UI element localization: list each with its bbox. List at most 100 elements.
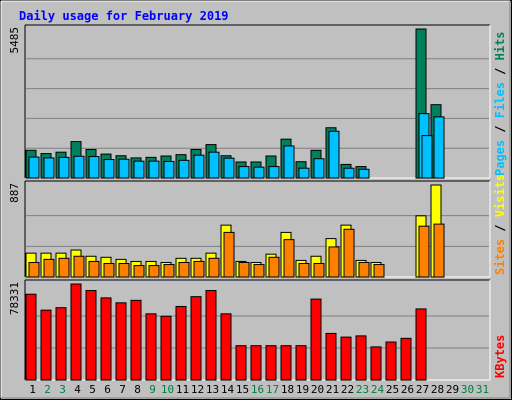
bar-files-day-16 <box>253 166 265 179</box>
bar-kbytes-day-6 <box>100 297 112 381</box>
day-label-22: 22 <box>341 383 354 396</box>
bar-sites-day-10 <box>163 264 175 278</box>
bar-sites-day-21 <box>328 246 340 278</box>
bar-kbytes-day-13 <box>205 290 217 381</box>
bar-files-day-18 <box>283 145 295 179</box>
bar-kbytes-day-5 <box>85 290 97 381</box>
legend-separator: / <box>493 217 507 239</box>
day-label-14: 14 <box>221 383 235 396</box>
day-label-31: 31 <box>476 383 489 396</box>
legend-entry-pages: Pages <box>493 140 507 176</box>
bar-kbytes-day-14 <box>220 313 232 381</box>
bar-sites-day-12 <box>193 260 205 278</box>
bar-files-day-8 <box>133 160 145 179</box>
panel-kbytes: 78331 KBytes <box>8 279 507 381</box>
day-label-23: 23 <box>356 383 369 396</box>
bar-sites-day-19 <box>298 263 310 278</box>
bar-sites-day-23 <box>358 261 370 278</box>
bar-files-day-15 <box>238 166 250 179</box>
bar-sites-day-24 <box>373 264 385 278</box>
day-label-1: 1 <box>29 383 36 396</box>
day-label-12: 12 <box>191 383 204 396</box>
legend-visits_sites: Sites / Visits <box>493 174 507 275</box>
bar-sites-day-22 <box>343 228 355 278</box>
bar-kbytes-day-4 <box>70 283 82 381</box>
day-label-3: 3 <box>59 383 66 396</box>
bar-kbytes-day-25 <box>385 341 397 381</box>
bar-kbytes-day-15 <box>235 345 247 381</box>
panel-bg <box>25 25 490 178</box>
bar-kbytes-day-18 <box>280 345 292 381</box>
bar-sites-day-18 <box>283 239 295 278</box>
bar-files-day-3 <box>58 156 70 179</box>
day-label-6: 6 <box>104 383 111 396</box>
bar-files-day-1 <box>28 156 40 179</box>
day-label-27: 27 <box>416 383 429 396</box>
ymax-label: 887 <box>8 183 21 203</box>
bar-sites-day-4 <box>73 255 85 278</box>
bar-sites-day-27 <box>418 225 430 278</box>
bar-sites-day-2 <box>43 258 55 278</box>
bar-sites-day-5 <box>88 260 100 278</box>
bar-files-day-14 <box>223 157 235 179</box>
bar-kbytes-day-10 <box>160 315 172 381</box>
bar-kbytes-day-1 <box>25 293 37 381</box>
day-label-21: 21 <box>326 383 339 396</box>
bar-files-day-17 <box>268 166 280 179</box>
bar-kbytes-day-23 <box>355 335 367 381</box>
ymax-label: 5485 <box>8 27 21 54</box>
bar-sites-day-13 <box>208 257 220 278</box>
legend-separator: / <box>493 118 507 140</box>
bar-files-day-12 <box>193 154 205 179</box>
bar-sites-day-20 <box>313 263 325 278</box>
bar-pages-day-27 <box>421 135 433 179</box>
bar-sites-day-9 <box>148 265 160 278</box>
day-label-11: 11 <box>176 383 189 396</box>
bar-sites-day-14 <box>223 231 235 278</box>
day-label-17: 17 <box>266 383 279 396</box>
legend-entry-files: Files <box>493 82 507 118</box>
bar-files-day-4 <box>73 155 85 179</box>
bar-files-day-22 <box>343 167 355 179</box>
day-label-13: 13 <box>206 383 219 396</box>
bar-files-day-9 <box>148 160 160 179</box>
day-labels: 1 2 3 4 5 6 7 8 9 10 11 12 13 14 15 16 17 18 19 20 21 22 23 24 2… <box>29 383 489 396</box>
day-label-16: 16 <box>251 383 264 396</box>
bar-kbytes-day-9 <box>145 313 157 381</box>
day-label-24: 24 <box>371 383 385 396</box>
day-label-7: 7 <box>119 383 126 396</box>
bar-files-day-19 <box>298 167 310 179</box>
bar-sites-day-16 <box>253 264 265 278</box>
panel-visits_sites: 887 Sites / Visits <box>8 174 507 278</box>
bar-sites-day-11 <box>178 261 190 278</box>
series-kbytes <box>25 283 427 381</box>
bar-files-day-5 <box>88 156 100 179</box>
legend-entry-hits: Hits <box>493 31 507 60</box>
bar-sites-day-8 <box>133 265 145 278</box>
bar-kbytes-day-8 <box>130 299 142 381</box>
bar-files-day-10 <box>163 160 175 179</box>
bar-files-day-7 <box>118 158 130 179</box>
day-label-8: 8 <box>134 383 141 396</box>
legend-entry-visits: Visits <box>493 174 507 217</box>
bar-sites-day-7 <box>118 263 130 278</box>
legend-hits_files: Pages / Files / Hits <box>493 31 507 176</box>
day-label-10: 10 <box>161 383 174 396</box>
day-label-15: 15 <box>236 383 249 396</box>
legend-kbytes: KBytes <box>493 335 507 378</box>
bar-kbytes-day-2 <box>40 309 52 381</box>
bar-kbytes-day-3 <box>55 307 67 381</box>
bar-sites-day-6 <box>103 263 115 278</box>
bar-kbytes-day-17 <box>265 345 277 381</box>
day-label-5: 5 <box>89 383 96 396</box>
bar-kbytes-day-16 <box>250 345 262 381</box>
day-label-19: 19 <box>296 383 309 396</box>
bar-sites-day-15 <box>238 261 250 278</box>
bar-files-day-21 <box>328 130 340 179</box>
day-label-26: 26 <box>401 383 414 396</box>
day-label-28: 28 <box>431 383 444 396</box>
series-pages <box>421 135 433 179</box>
bar-kbytes-day-21 <box>325 332 337 381</box>
